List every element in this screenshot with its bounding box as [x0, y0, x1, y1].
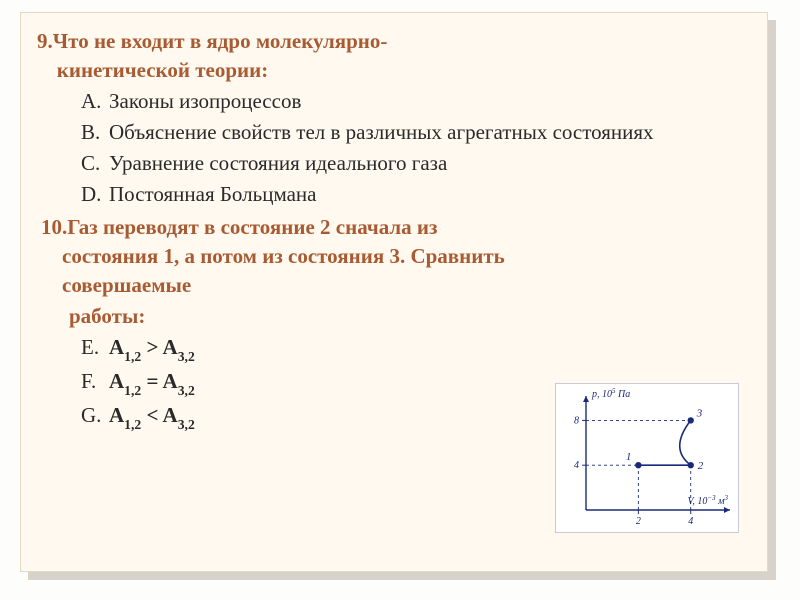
svg-text:1: 1: [626, 451, 632, 463]
option-formula: A1,2 > A3,2: [109, 333, 747, 365]
option-text: Постоянная Больцмана: [109, 180, 747, 209]
q10-number: 10.: [41, 215, 67, 239]
q9-number: 9.: [37, 29, 53, 53]
option-text: Законы изопроцессов: [109, 87, 747, 116]
q10-work-label: работы:: [69, 302, 747, 331]
slide: 9.Что не входит в ядро молекулярно- кине…: [20, 12, 768, 572]
q10-title-line1: Газ переводят в состояние 2 сначала из: [67, 215, 437, 239]
svg-text:2: 2: [698, 460, 704, 472]
svg-text:p, 105 Па: p, 105 Па: [591, 387, 630, 400]
svg-text:V, 10−3 м3: V, 10−3 м3: [688, 494, 729, 507]
question-10-title: 10.Газ переводят в состояние 2 сначала и…: [41, 213, 747, 300]
svg-text:3: 3: [696, 407, 703, 419]
option-text: Объяснение свойств тел в различных агрег…: [109, 118, 747, 147]
option-letter: B.: [81, 118, 109, 147]
question-9-title: 9.Что не входит в ядро молекулярно- кине…: [41, 27, 747, 85]
q10-title-line2: состояния 1, а потом из состояния 3. Сра…: [62, 244, 505, 268]
svg-text:4: 4: [688, 516, 693, 527]
option-letter: A.: [81, 87, 109, 116]
q10-title-line3: совершаемые: [62, 273, 191, 297]
svg-text:4: 4: [574, 460, 579, 471]
q10-option: E.A1,2 > A3,2: [81, 333, 747, 365]
option-letter: F.: [81, 367, 109, 396]
option-letter: C.: [81, 149, 109, 178]
q9-option: B.Объяснение свойств тел в различных агр…: [81, 118, 747, 147]
option-letter: G.: [81, 401, 109, 430]
svg-text:8: 8: [574, 415, 579, 426]
q9-option: C.Уравнение состояния идеального газа: [81, 149, 747, 178]
svg-text:2: 2: [636, 516, 641, 527]
q9-title-line2: кинетической теории:: [57, 58, 268, 82]
q9-title-line1: Что не входит в ядро молекулярно-: [53, 29, 388, 53]
option-text: Уравнение состояния идеального газа: [109, 149, 747, 178]
q9-option: D.Постоянная Больцмана: [81, 180, 747, 209]
option-letter: D.: [81, 180, 109, 209]
q9-options: A.Законы изопроцессовB.Объяснение свойст…: [41, 87, 747, 209]
q9-option: A.Законы изопроцессов: [81, 87, 747, 116]
option-letter: E.: [81, 333, 109, 362]
pv-chart-svg: 2448123p, 105 ПаV, 10−3 м3: [556, 384, 738, 532]
pv-chart: 2448123p, 105 ПаV, 10−3 м3: [555, 383, 739, 533]
